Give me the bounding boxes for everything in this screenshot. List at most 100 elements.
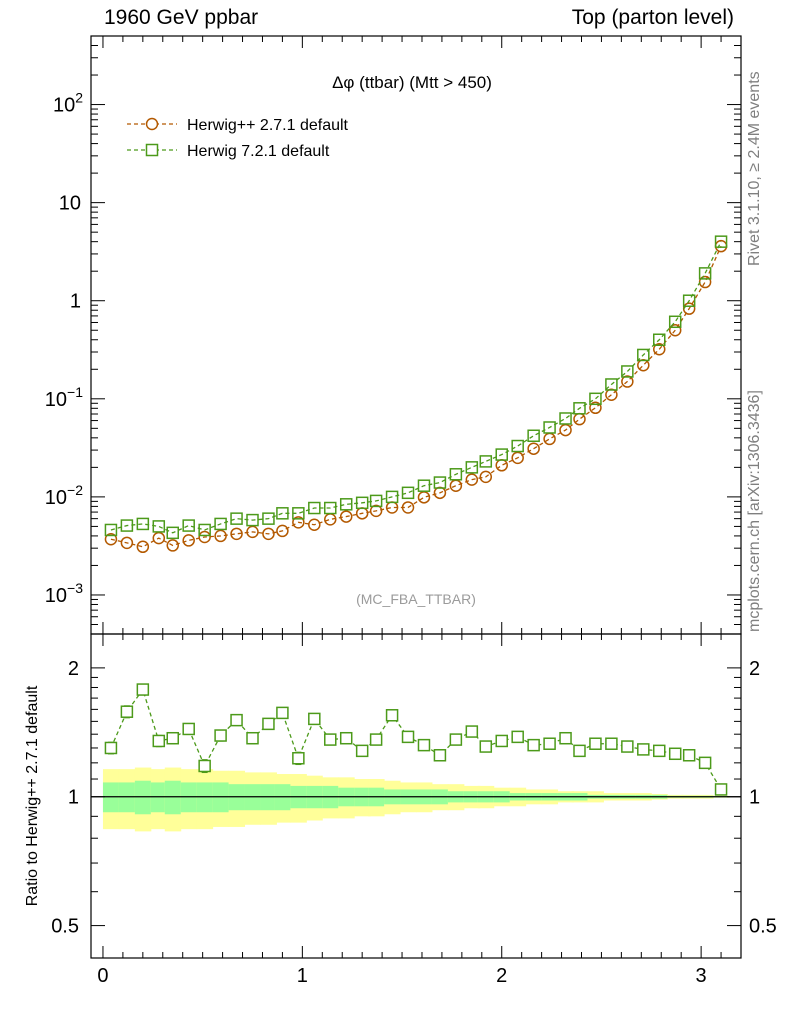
data-point-herwigpp (324, 513, 337, 526)
data-point-herwig7 (355, 496, 369, 510)
y-tick-label: 10−2 (45, 482, 83, 509)
ratio-data-point (339, 731, 353, 745)
data-point-herwig7 (714, 235, 728, 248)
ratio-data-point (355, 744, 369, 758)
data-point-herwig7 (605, 378, 618, 391)
ratio-data-point (198, 759, 211, 773)
data-point-herwigpp (292, 516, 305, 529)
data-point-herwig7 (527, 429, 540, 443)
data-point-herwig7 (559, 412, 572, 425)
y-tick-label: 10−3 (45, 580, 83, 607)
data-point-herwigpp (668, 323, 682, 337)
data-point-herwig7 (465, 461, 479, 474)
ratio-data-point (246, 731, 259, 745)
rivet-version-label: Rivet 3.1.10, ≥ 2.4M events (746, 71, 763, 266)
data-point-herwigpp (621, 375, 634, 388)
y-tick-label: 2 (68, 658, 79, 680)
ratio-data-point (682, 749, 696, 762)
y-tick-label: 1 (70, 291, 81, 313)
data-point-herwigpp (166, 539, 179, 552)
ratio-data-point (698, 756, 712, 770)
ratio-data-point (401, 730, 415, 744)
ratio-data-point (182, 722, 195, 736)
ratio-data-point (230, 713, 243, 727)
data-point-herwig7 (479, 455, 493, 468)
ratio-data-point (152, 734, 166, 748)
data-point-herwig7 (401, 486, 415, 500)
data-point-herwigpp (543, 432, 556, 446)
data-point-herwig7 (262, 512, 275, 525)
data-point-herwigpp (527, 442, 540, 455)
legend-marker (145, 143, 159, 157)
y-tick-label-right: 0.5 (749, 916, 777, 938)
data-point-herwig7 (369, 494, 383, 508)
ratio-y-axis-label: Ratio to Herwig++ 2.7.1 default (24, 685, 41, 906)
data-point-herwig7 (292, 507, 305, 520)
ratio-data-point (292, 752, 305, 765)
data-point-herwigpp (120, 536, 134, 550)
ratio-data-point (385, 709, 399, 722)
ratio-data-point (276, 706, 289, 720)
data-point-herwigpp (136, 540, 150, 554)
data-point-herwig7 (511, 439, 524, 453)
data-point-herwigpp (308, 518, 321, 531)
ratio-data-point (166, 731, 179, 745)
data-point-herwigpp (495, 459, 508, 472)
ratio-series-line (110, 688, 722, 790)
ratio-data-point (136, 683, 150, 696)
data-point-herwigpp (262, 527, 275, 541)
data-point-herwigpp (511, 451, 524, 465)
ratio-data-point (573, 744, 586, 758)
ratio-data-point (714, 783, 728, 796)
data-point-herwigpp (230, 527, 243, 541)
data-point-herwig7 (230, 512, 243, 525)
data-point-herwig7 (621, 365, 634, 378)
data-point-herwig7 (308, 501, 321, 515)
ratio-data-point (104, 741, 118, 755)
ratio-data-point (559, 731, 572, 745)
ratio-data-point (308, 712, 321, 726)
ratio-data-point (262, 717, 275, 731)
data-point-herwig7 (246, 513, 259, 527)
header-process-label: Top (parton level) (571, 6, 734, 29)
ratio-data-point (369, 733, 383, 746)
data-point-herwig7 (668, 315, 682, 329)
x-tick-label: 2 (496, 965, 507, 987)
x-tick-label: 0 (97, 965, 108, 987)
ratio-plot-frame (90, 633, 742, 959)
data-point-herwig7 (637, 348, 650, 362)
data-point-herwig7 (324, 501, 337, 515)
data-point-herwig7 (166, 526, 179, 540)
data-point-herwigpp (401, 501, 415, 514)
data-point-herwig7 (449, 468, 463, 481)
header-energy-label: 1960 GeV ppbar (104, 6, 259, 29)
data-point-herwig7 (417, 479, 431, 492)
ratio-data-point (621, 740, 634, 753)
data-point-herwigpp (637, 358, 650, 372)
series-line-herwig7 (110, 241, 722, 534)
ratio-data-point (637, 743, 650, 756)
data-point-herwig7 (152, 520, 166, 533)
ratio-data-point (449, 733, 463, 746)
data-point-herwigpp (573, 412, 586, 426)
ratio-data-point (653, 744, 666, 758)
data-point-herwig7 (385, 490, 399, 504)
data-point-herwigpp (449, 479, 463, 492)
ratio-data-point (543, 737, 556, 750)
mcplots-reference-label: mcplots.cern.ch [arXiv:1306.3436] (746, 390, 763, 632)
data-point-herwigpp (653, 343, 666, 356)
ratio-data-point (417, 738, 431, 752)
data-point-herwig7 (653, 333, 666, 347)
data-point-herwig7 (543, 421, 556, 434)
data-point-herwigpp (246, 525, 259, 539)
data-point-herwig7 (276, 507, 289, 520)
series-line-herwigpp (110, 245, 722, 548)
data-point-herwig7 (104, 523, 118, 537)
data-point-herwig7 (682, 294, 696, 307)
ratio-data-point (465, 725, 479, 738)
data-point-herwigpp (214, 529, 227, 543)
ratio-band-green (164, 780, 182, 815)
y-tick-label: 102 (53, 90, 83, 117)
analysis-id-watermark: (MC_FBA_TTBAR) (356, 591, 476, 607)
